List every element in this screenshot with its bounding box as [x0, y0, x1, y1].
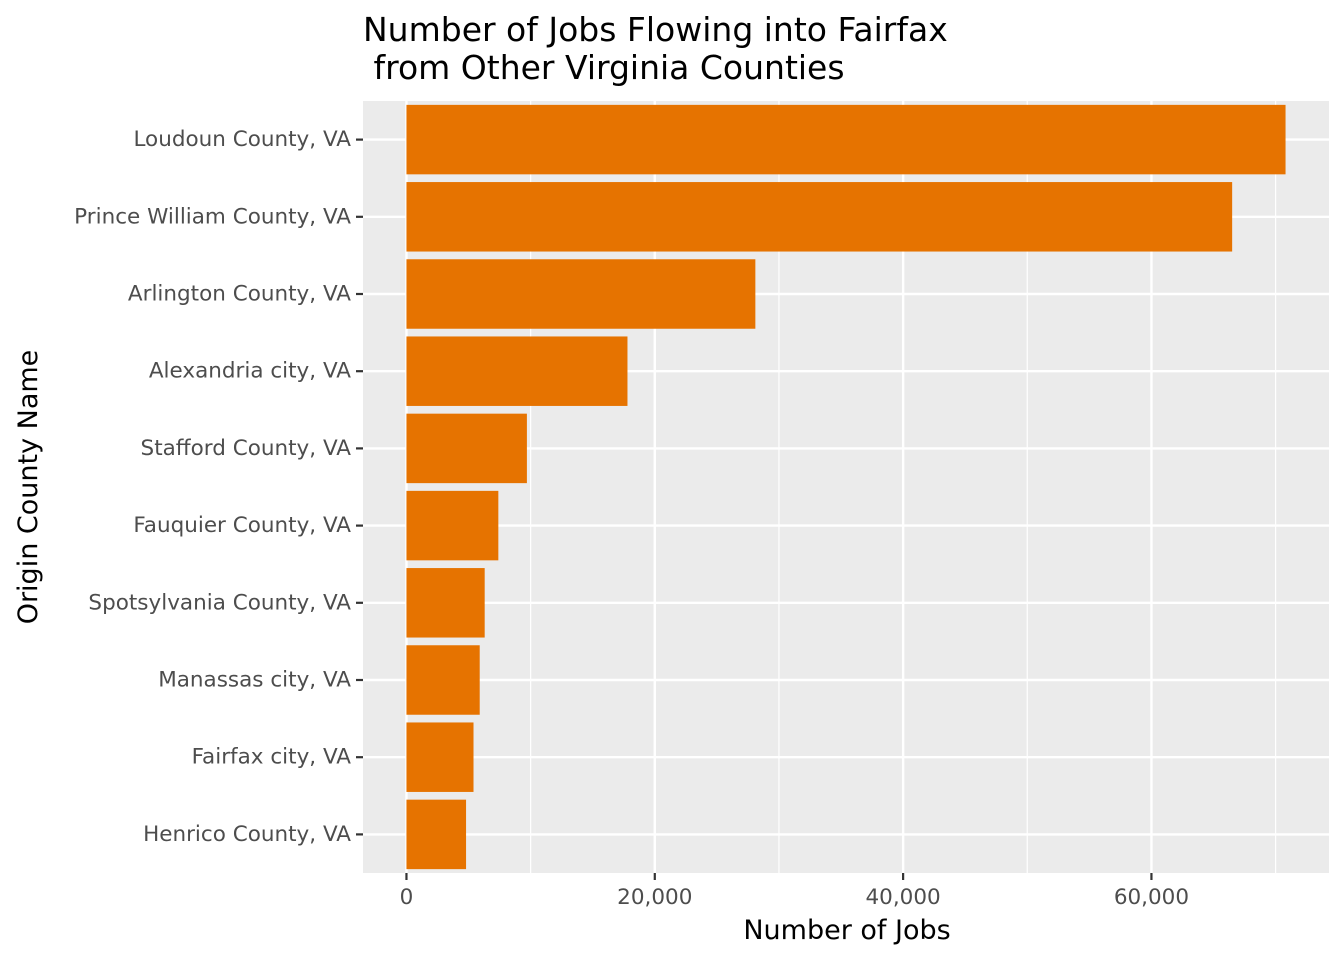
x-tick-label-3: 60,000 [1114, 885, 1189, 910]
x-tick-label-1: 20,000 [617, 885, 692, 910]
y-tick-label-8: Fairfax city, VA [192, 745, 352, 770]
y-tick-label-5: Fauquier County, VA [133, 513, 351, 538]
x-tick-label-0: 0 [400, 885, 414, 910]
y-axis-title: Origin County Name [13, 350, 44, 625]
bar-4 [406, 413, 527, 484]
y-tick-label-3: Alexandria city, VA [149, 359, 351, 384]
bar-7 [406, 645, 480, 715]
y-tick-label-2: Arlington County, VA [128, 282, 351, 307]
bar-5 [406, 490, 499, 561]
x-axis-title: Number of Jobs [743, 915, 950, 946]
bars [406, 104, 1286, 870]
bar-2 [406, 259, 756, 329]
y-tick-label-9: Henrico County, VA [143, 822, 351, 847]
y-tick-label-7: Manassas city, VA [158, 668, 351, 693]
y-tick-label-4: Stafford County, VA [141, 436, 352, 461]
y-tick-label-1: Prince William County, VA [74, 204, 351, 229]
bar-0 [406, 104, 1286, 175]
x-tick-label-2: 40,000 [865, 885, 940, 910]
bar-1 [406, 182, 1233, 252]
chart-title-line-2: from Other Virginia Counties [363, 48, 845, 87]
bar-6 [406, 568, 485, 638]
chart-title-line-1: Number of Jobs Flowing into Fairfax [363, 10, 948, 49]
bar-9 [406, 799, 467, 870]
y-axis: Loudoun County, VA Prince William County,… [74, 127, 363, 847]
x-axis: 0 20,000 40,000 60,000 [400, 873, 1189, 910]
bar-3 [406, 336, 628, 406]
y-tick-label-6: Spotsylvania County, VA [88, 590, 351, 615]
bar-8 [406, 722, 474, 792]
y-tick-label-0: Loudoun County, VA [133, 127, 351, 152]
